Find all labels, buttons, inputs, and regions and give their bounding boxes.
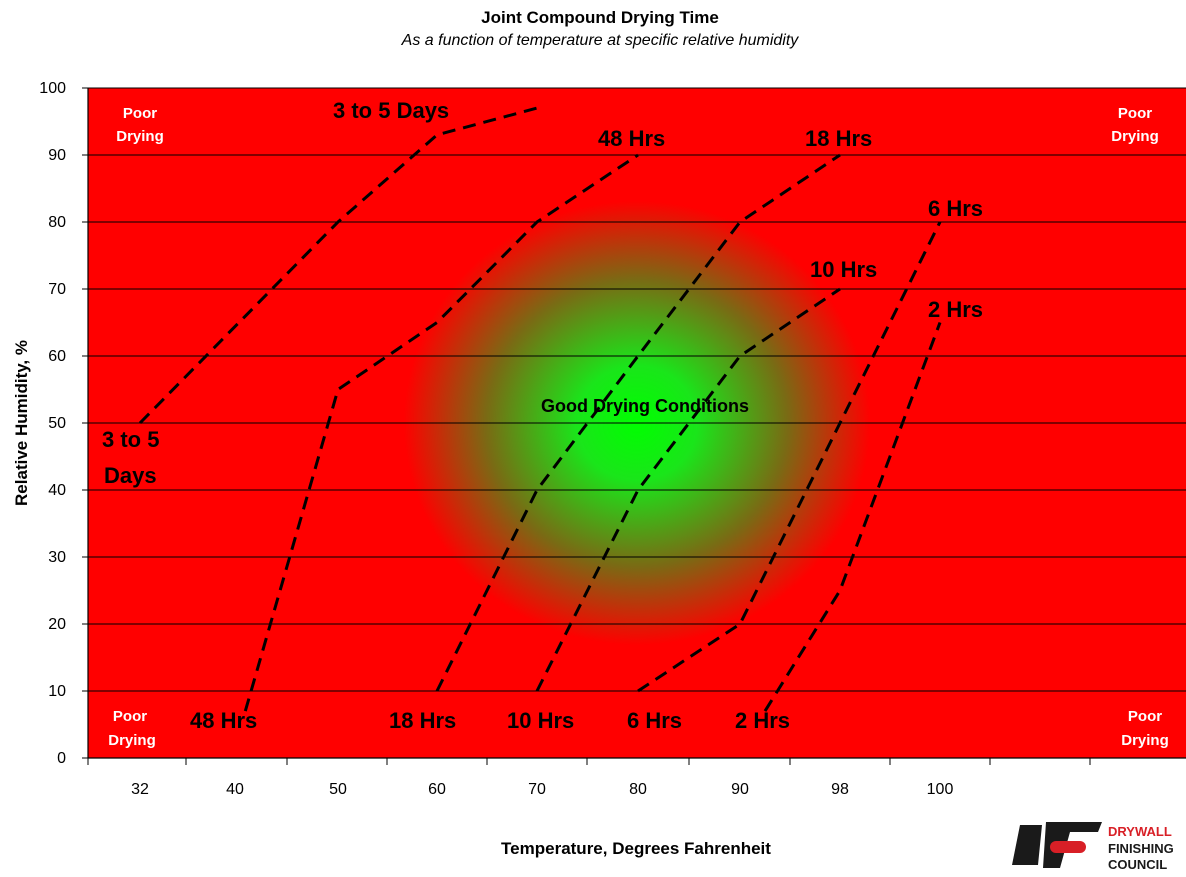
label-3-5-days-top: 3 to 5 Days: [333, 98, 449, 123]
label-18-hrs-bottom: 18 Hrs: [389, 708, 456, 733]
y-tick-label: 10: [48, 683, 66, 700]
y-tick-label: 90: [48, 147, 66, 164]
series-line: [138, 106, 538, 425]
logo-red-bar: [1050, 841, 1086, 853]
x-tick-labels: 32 40 50 60 70 80 90 98 100: [87, 758, 1091, 798]
label-18-hrs-top: 18 Hrs: [805, 126, 872, 151]
y-tick-labels: 0 10 20 30 40 50 60 70 80 90 100: [39, 80, 88, 767]
chart-title: Joint Compound Drying Time: [481, 8, 719, 27]
logo-line3: COUNCIL: [1108, 857, 1167, 872]
label-6-hrs-top: 6 Hrs: [928, 196, 983, 221]
label-10-hrs-bottom: 10 Hrs: [507, 708, 574, 733]
y-tick-label: 70: [48, 281, 66, 298]
x-tick-label: 60: [428, 781, 446, 798]
x-tick-label: 100: [927, 781, 954, 798]
label-2-hrs-bottom: 2 Hrs: [735, 708, 790, 733]
series-line: [435, 153, 841, 692]
series-line: [243, 153, 639, 712]
series-line: [535, 287, 841, 692]
series-line: [763, 321, 942, 712]
drying-label-top-right: Drying: [1111, 128, 1159, 145]
y-tick-label: 40: [48, 482, 66, 499]
x-tick-label: 32: [131, 781, 149, 798]
drying-label-top-left: Drying: [116, 128, 164, 145]
x-tick-label: 80: [629, 781, 647, 798]
series-line: [637, 221, 942, 693]
label-10-hrs-top: 10 Hrs: [810, 257, 877, 282]
label-3-5-days-left-line1: 3 to 5: [102, 427, 159, 452]
x-tick-label: 70: [528, 781, 546, 798]
x-tick-label: 98: [831, 781, 849, 798]
poor-label-bottom-left: Poor: [113, 708, 147, 725]
chart-subtitle: As a function of temperature at specific…: [401, 32, 800, 49]
series-lines: [138, 106, 942, 712]
label-3-5-days-left-line2: Days: [104, 463, 157, 488]
x-tick-label: 90: [731, 781, 749, 798]
y-axis-title: Relative Humidity, %: [12, 340, 31, 506]
logo-line1: DRYWALL: [1108, 824, 1172, 839]
drying-label-bottom-left: Drying: [108, 732, 156, 749]
label-48-hrs-top: 48 Hrs: [598, 126, 665, 151]
x-tick-label: 40: [226, 781, 244, 798]
logo-line2: FINISHING: [1108, 841, 1174, 856]
y-tick-label: 30: [48, 549, 66, 566]
y-tick-label: 20: [48, 616, 66, 633]
label-2-hrs-top: 2 Hrs: [928, 297, 983, 322]
y-tick-label: 100: [39, 80, 66, 97]
y-tick-label: 0: [57, 750, 66, 767]
y-tick-label: 60: [48, 348, 66, 365]
gridlines: [88, 87, 1186, 692]
logo-mark-shape: [1043, 822, 1102, 868]
drywall-finishing-council-logo: DRYWALL FINISHING COUNCIL: [1012, 822, 1174, 872]
x-tick-label: 50: [329, 781, 347, 798]
drying-label-bottom-right: Drying: [1121, 732, 1169, 749]
label-48-hrs-bottom: 48 Hrs: [190, 708, 257, 733]
label-6-hrs-bottom: 6 Hrs: [627, 708, 682, 733]
x-axis-title: Temperature, Degrees Fahrenheit: [501, 839, 771, 858]
poor-label-bottom-right: Poor: [1128, 708, 1162, 725]
logo-mark: [1012, 825, 1042, 865]
good-drying-label: Good Drying Conditions: [541, 396, 749, 416]
y-tick-label: 50: [48, 415, 66, 432]
poor-label-top-right: Poor: [1118, 105, 1152, 122]
poor-label-top-left: Poor: [123, 105, 157, 122]
y-tick-label: 80: [48, 214, 66, 231]
